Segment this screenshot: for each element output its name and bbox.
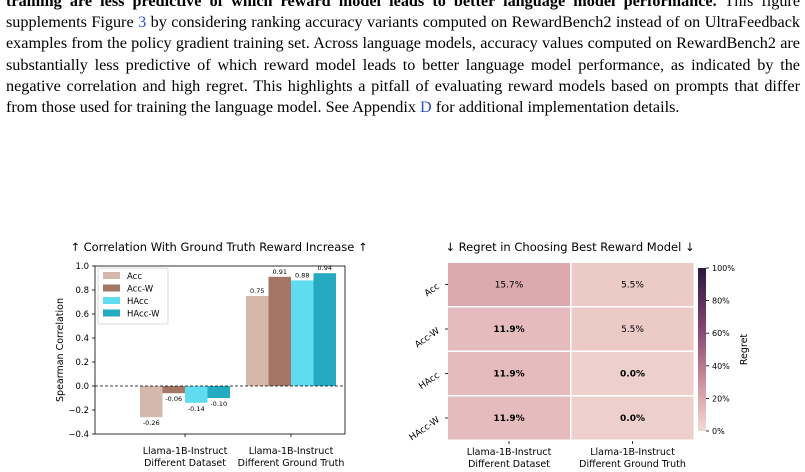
y-axis-label: Spearman Correlation (55, 298, 66, 402)
heatmap-cell-value: 5.5% (621, 281, 644, 291)
bar-value-label: 0.75 (250, 287, 264, 295)
caption-text-2: by considering ranking accuracy variants… (6, 13, 800, 117)
bar-chart-title: ↑ Correlation With Ground Truth Reward I… (70, 240, 367, 254)
caption-bold-lead: training are less predictive of which re… (6, 0, 717, 10)
heatmap-cell (571, 352, 694, 395)
legend-label-acc-w: Acc-W (127, 285, 154, 295)
bar-value-label: -0.06 (165, 395, 182, 403)
bar-hacc-0 (185, 386, 208, 403)
x-tick-label-model: Llama-1B-Instruct (249, 446, 334, 457)
colorbar-tick-label: 0% (712, 427, 725, 436)
y-tick-label: 0.4 (75, 334, 89, 344)
colorbar-label: Regret (739, 334, 750, 366)
y-tick-label: 0.2 (75, 358, 89, 368)
bar-hacc-w-0 (207, 386, 230, 398)
bar-acc-0 (140, 386, 163, 418)
col-label-setting: Different Dataset (468, 459, 550, 470)
colorbar-tick-label: 20% (712, 394, 730, 403)
legend-swatch-hacc-w (103, 309, 120, 317)
col-label-model: Llama-1B-Instruct (590, 447, 675, 458)
col-label-setting: Different Ground Truth (579, 459, 686, 470)
plot-frame (94, 265, 346, 435)
colorbar-tick-label: 100% (712, 264, 735, 273)
bar-value-label: 0.94 (318, 264, 332, 272)
bar-acc-w-0 (162, 386, 185, 394)
col-label-model: Llama-1B-Instruct (467, 447, 552, 458)
heatmap-cell-value: 15.7% (495, 281, 524, 291)
heatmap-title: ↓ Regret in Choosing Best Reward Model ↓ (445, 240, 694, 254)
heatmap-cell (571, 263, 694, 306)
bar-hacc-w-1 (313, 273, 336, 386)
heatmap-cell-value: 0.0% (620, 370, 645, 380)
y-tick-label: 0.6 (75, 310, 89, 320)
y-tick-label: 0.8 (75, 286, 89, 296)
heatmap-cell-value: 0.0% (620, 414, 645, 424)
x-tick-label-setting: Different Dataset (144, 458, 226, 469)
heatmap-cell-value: 11.9% (493, 414, 524, 424)
bar-hacc-1 (291, 280, 314, 386)
regret-heatmap: ↓ Regret in Choosing Best Reward Model ↓… (408, 240, 750, 470)
heatmap-cell (448, 396, 570, 440)
legend: Acc Acc-W HAcc HAcc-W (97, 267, 169, 325)
heatmap-cell (448, 307, 570, 351)
correlation-bar-chart: ↑ Correlation With Ground Truth Reward I… (55, 240, 368, 469)
y-tick-label: −0.2 (68, 406, 89, 416)
colorbar-tick-label: 80% (712, 297, 730, 306)
row-label-hacc-w: HAcc-W (408, 415, 442, 443)
legend-label-hacc-w: HAcc-W (127, 310, 160, 320)
x-tick-label-model: Llama-1B-Instruct (143, 446, 228, 457)
legend-swatch-acc-w (103, 284, 120, 292)
y-tick-label: 0.0 (75, 382, 89, 392)
colorbar-tick-label: 60% (712, 329, 730, 338)
bar-acc-w-1 (268, 276, 291, 386)
appendix-ref-link[interactable]: D (420, 98, 432, 117)
bar-value-label: -0.10 (210, 400, 227, 408)
heatmap-cell (448, 352, 570, 395)
colorbar (698, 268, 706, 431)
heatmap-cell-value: 11.9% (493, 370, 524, 380)
legend-swatch-hacc (103, 297, 120, 304)
x-tick-label-setting: Different Ground Truth (238, 458, 345, 469)
heatmap-cell (448, 263, 570, 306)
figure-caption: training are less predictive of which re… (6, 0, 800, 118)
y-tick-label: −0.4 (68, 430, 89, 440)
row-label-hacc: HAcc (417, 371, 441, 392)
bar-value-label: -0.14 (188, 405, 205, 413)
bar-acc-1 (246, 296, 269, 386)
colorbar-tick-label: 40% (712, 362, 730, 371)
heatmap-cell-value: 5.5% (621, 325, 644, 335)
caption-text-1: This figure supplements Figure (6, 0, 801, 32)
legend-label-acc: Acc (127, 272, 142, 282)
bar-value-label: 0.88 (295, 271, 309, 279)
legend-label-hacc: HAcc (127, 297, 149, 307)
heatmap-cell-value: 11.9% (493, 325, 524, 335)
row-label-acc: Acc (423, 282, 442, 299)
bar-value-label: 0.91 (273, 268, 287, 276)
figure-ref-link[interactable]: 3 (138, 13, 147, 32)
caption-text-3: for additional implementation details. (431, 98, 680, 117)
legend-swatch-acc (103, 272, 120, 279)
y-tick-label: 1.0 (75, 262, 89, 272)
row-label-acc-w: Acc-W (413, 326, 441, 350)
heatmap-cell (571, 396, 694, 440)
bar-value-label: -0.26 (143, 419, 160, 427)
heatmap-cell (571, 307, 694, 351)
